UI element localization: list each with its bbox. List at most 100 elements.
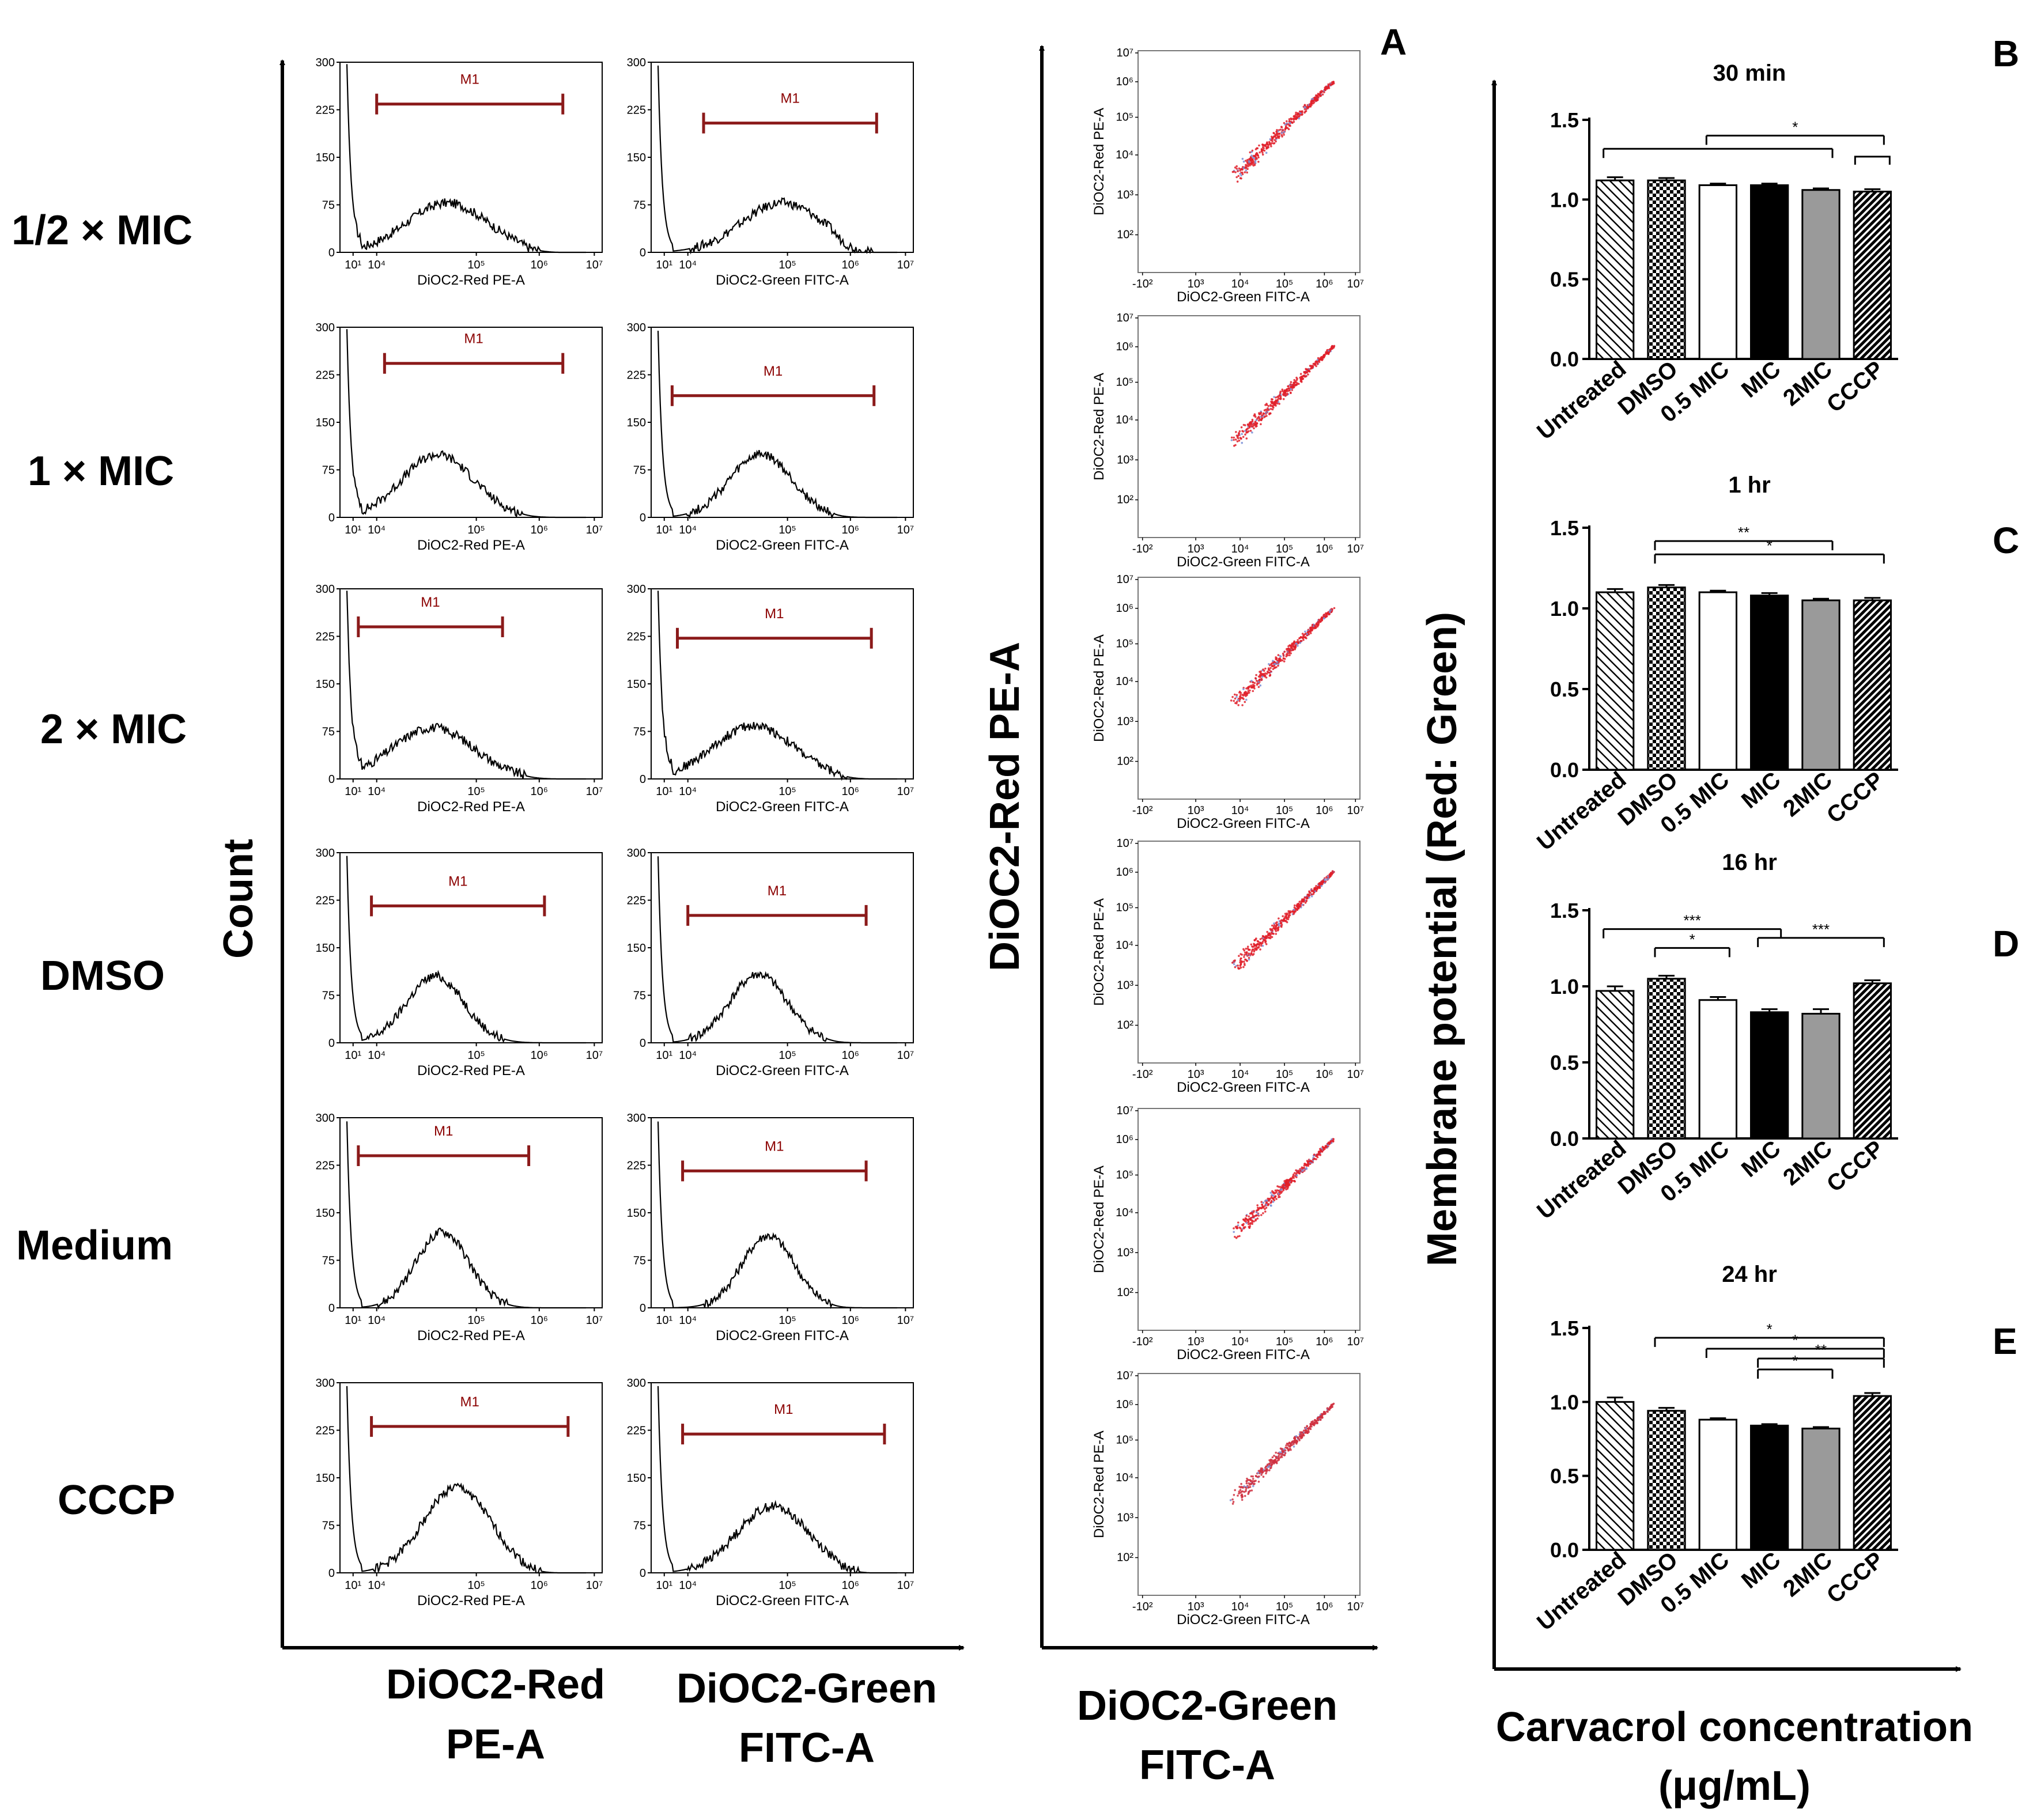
scatter-point — [1313, 1153, 1316, 1156]
bar-y-tick-label: 0.5 — [1550, 678, 1579, 701]
scatter-point — [1232, 1501, 1235, 1503]
scatter-point — [1267, 1466, 1269, 1469]
scatter-point — [1261, 944, 1264, 947]
scatter-point — [1321, 1151, 1324, 1153]
scatter-point — [1293, 1446, 1295, 1448]
histogram-y-tick-label: 225 — [316, 1425, 335, 1437]
scatter-point — [1290, 646, 1293, 649]
scatter-point — [1257, 686, 1260, 688]
histogram-trace — [657, 591, 897, 781]
histogram-frame-axes — [279, 45, 1962, 1672]
histogram-x-axis-label: DiOC2-Red PE-A — [417, 273, 525, 288]
histogram-y-tick-label: 0 — [328, 247, 335, 259]
scatter-point — [1280, 1451, 1282, 1454]
histogram-y-tick-label: 150 — [627, 152, 646, 164]
scatter-point — [1323, 878, 1326, 880]
scatter-point — [1248, 958, 1250, 961]
bar-y-tick-label: 1.0 — [1550, 597, 1579, 620]
scatter-point — [1259, 948, 1261, 951]
scatter-point — [1296, 1441, 1298, 1443]
histogram-plot-red: 0 75 150 225 300 10¹ 10⁴ 10⁵ 10⁶ 10⁷ DiOC2-Red PE-… — [316, 321, 603, 553]
scatter-point — [1319, 1154, 1322, 1156]
scatter-point — [1330, 611, 1333, 614]
scatter-point — [1264, 412, 1267, 414]
scatter-point — [1287, 914, 1290, 917]
scatter-point — [1274, 133, 1276, 136]
scatter-point — [1280, 922, 1283, 924]
scatter-point — [1288, 1184, 1291, 1186]
bar-y-tick-label: 1.0 — [1550, 188, 1579, 211]
scatter-point — [1279, 128, 1282, 131]
scatter-point — [1248, 1226, 1251, 1229]
scatter-point — [1246, 162, 1249, 165]
scatter-point — [1250, 1475, 1253, 1478]
scatter-point — [1300, 1437, 1302, 1440]
bar-chart-title: 24 hr — [1722, 1262, 1777, 1287]
scatter-point — [1312, 97, 1314, 100]
scatter-point — [1245, 1480, 1248, 1482]
scatter-point — [1245, 695, 1247, 697]
scatter-point — [1326, 1142, 1329, 1145]
scatter-x-tick-label: 10⁴ — [1231, 278, 1249, 290]
scatter-point — [1243, 960, 1245, 963]
scatter-point — [1309, 626, 1312, 629]
bar-2mic — [1801, 189, 1841, 360]
bar-x-tick-label: CCCP — [1822, 356, 1888, 418]
scatter-point — [1253, 164, 1256, 167]
scatter-point — [1289, 648, 1291, 650]
scatter-point — [1293, 909, 1295, 911]
scatter-x-tick-label: 10³ — [1188, 1335, 1204, 1348]
scatter-point — [1286, 652, 1288, 654]
scatter-point — [1280, 659, 1282, 661]
scatter-point — [1298, 903, 1300, 906]
scatter-point — [1275, 930, 1278, 932]
histogram-x-tick-label: 10⁵ — [778, 1049, 796, 1062]
scatter-point — [1261, 940, 1264, 943]
histogram-x-tick-label: 10⁵ — [467, 1314, 485, 1327]
scatter-point — [1245, 169, 1248, 172]
scatter-point — [1309, 365, 1312, 368]
scatter-point — [1299, 1435, 1301, 1437]
scatter-point — [1284, 392, 1287, 394]
histogram-x-tick-label: 10⁷ — [586, 1314, 603, 1327]
scatter-point — [1271, 1460, 1273, 1463]
scatter-point — [1264, 1208, 1266, 1210]
histogram-plot-frame — [651, 1382, 914, 1573]
scatter-point — [1322, 880, 1325, 883]
histogram-plot-green: 0 75 150 225 300 10¹ 10⁴ 10⁵ 10⁶ 10⁷ DiOC2-Green F… — [627, 56, 914, 288]
significance-label: * — [1792, 1331, 1798, 1349]
scatter-point — [1283, 131, 1286, 133]
scatter-point — [1282, 657, 1285, 660]
scatter-point — [1293, 381, 1295, 384]
scatter-point — [1236, 440, 1239, 442]
scatter-point — [1245, 687, 1248, 690]
scatter-point — [1316, 94, 1318, 97]
scatter-point — [1268, 143, 1270, 146]
scatter-point — [1265, 1206, 1268, 1209]
scatter-point — [1318, 93, 1321, 96]
scatter-point — [1303, 636, 1306, 638]
scatter-point — [1245, 164, 1247, 167]
scatter-point — [1321, 93, 1324, 96]
scatter-point — [1248, 1490, 1250, 1493]
scatter-point — [1252, 1485, 1254, 1488]
scatter-point — [1252, 948, 1254, 951]
scatter-point — [1309, 105, 1312, 108]
histogram-x-tick-label: 10⁵ — [778, 1314, 796, 1327]
scatter-point — [1275, 1198, 1278, 1200]
histogram-row-4: 0 75 150 225 300 10¹ 10⁴ 10⁵ 10⁶ 10⁷ DiOC2-Red PE-… — [316, 847, 914, 1079]
scatter-point — [1249, 1218, 1252, 1220]
scatter-point — [1329, 875, 1331, 878]
histogram-y-tick-label: 225 — [316, 895, 335, 907]
scatter-point — [1324, 88, 1326, 91]
bar-y-tick-label: 0.0 — [1550, 347, 1579, 371]
scatter-point — [1234, 171, 1237, 173]
histogram-y-tick-label: 300 — [316, 847, 335, 860]
scatter-point — [1230, 439, 1233, 441]
scatter-point — [1273, 139, 1276, 141]
bar-y-tick-label: 0.5 — [1550, 1051, 1579, 1074]
scatter-point — [1246, 427, 1249, 430]
scatter-point — [1298, 115, 1301, 118]
scatter-x-tick-label: 10⁴ — [1231, 1600, 1249, 1613]
